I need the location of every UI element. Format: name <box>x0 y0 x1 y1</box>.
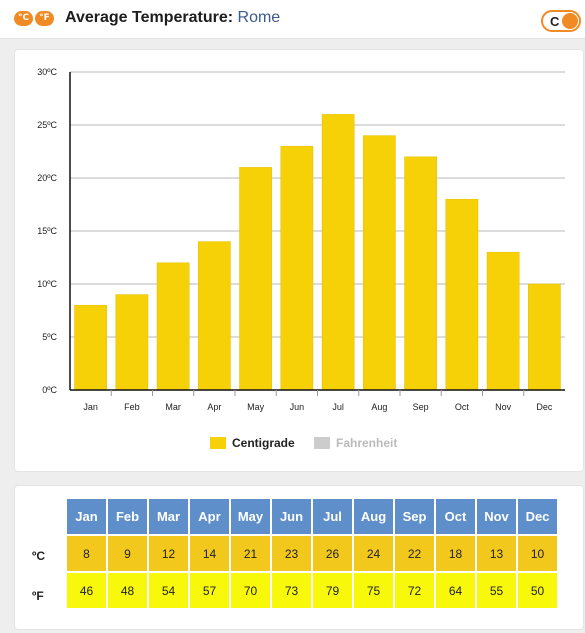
bar <box>404 156 437 391</box>
celsius-cell: 8 <box>67 536 106 571</box>
unit-toggle[interactable]: C <box>541 10 581 32</box>
month-header: Mar <box>149 499 188 534</box>
y-tick-label: 20ºC <box>37 173 57 183</box>
fahrenheit-cell: 55 <box>477 573 516 608</box>
temperature-bar-chart: 0ºC 5ºC 10ºC 15ºC 20ºC 25ºC 30ºC Jan Feb Mar Apr Ma… <box>37 67 565 412</box>
legend-swatch-centigrade <box>210 437 226 449</box>
title-label: Average Temperature: <box>65 9 234 26</box>
bar <box>486 251 520 391</box>
fahrenheit-cell: 50 <box>518 573 557 608</box>
month-header: Jan <box>67 499 106 534</box>
chart-panel: 0ºC 5ºC 10ºC 15ºC 20ºC 25ºC 30ºC Jan Feb Mar Apr Ma… <box>14 49 584 472</box>
bar <box>198 241 231 391</box>
x-tick-label: Sep <box>413 402 429 412</box>
x-tick-label: Jul <box>332 402 344 412</box>
x-tick-label: Aug <box>371 402 387 412</box>
x-tick-label: Jan <box>83 402 98 412</box>
celsius-cell: 26 <box>313 536 352 571</box>
celsius-cell: 22 <box>395 536 434 571</box>
fahrenheit-cell: 57 <box>190 573 229 608</box>
celsius-cell: 14 <box>190 536 229 571</box>
fahrenheit-cell: 46 <box>67 573 106 608</box>
month-header: Aug <box>354 499 393 534</box>
celsius-cell: 13 <box>477 536 516 571</box>
toggle-knob <box>562 13 578 29</box>
fahrenheit-cell: 70 <box>231 573 270 608</box>
fahrenheit-cell: 48 <box>108 573 147 608</box>
month-header: Jul <box>313 499 352 534</box>
bar <box>74 304 107 391</box>
month-header: Feb <box>108 499 147 534</box>
x-tick-label: Oct <box>455 402 470 412</box>
celsius-cell: 9 <box>108 536 147 571</box>
month-header: Oct <box>436 499 475 534</box>
y-tick-label: 25ºC <box>37 120 57 130</box>
legend-item-centigrade[interactable]: Centigrade <box>210 435 295 455</box>
y-tick-label: 15ºC <box>37 226 57 236</box>
fahrenheit-cell: 54 <box>149 573 188 608</box>
celsius-cell: 23 <box>272 536 311 571</box>
bar <box>239 167 272 391</box>
legend-label-centigrade: Centigrade <box>232 436 295 450</box>
month-header-row: Jan Feb Mar Apr May Jun Jul Aug Sep Oct … <box>67 499 557 534</box>
celsius-cell: 18 <box>436 536 475 571</box>
month-header: Sep <box>395 499 434 534</box>
celsius-cell: 10 <box>518 536 557 571</box>
legend-swatch-fahrenheit <box>314 437 330 449</box>
bar <box>363 135 396 391</box>
bar <box>156 262 190 391</box>
x-tick-label: Feb <box>124 402 140 412</box>
x-tick-label: May <box>247 402 265 412</box>
fahrenheit-row-label: ºF <box>32 589 44 603</box>
x-tick-label: Nov <box>495 402 512 412</box>
y-tick-label: 0ºC <box>42 385 57 395</box>
month-header: May <box>231 499 270 534</box>
y-tick-label: 5ºC <box>42 332 57 342</box>
chart-legend: Centigrade Fahrenheit <box>15 435 585 455</box>
fahrenheit-cell: 73 <box>272 573 311 608</box>
bar <box>321 114 355 391</box>
temperature-table: Jan Feb Mar Apr May Jun Jul Aug Sep Oct … <box>65 497 559 610</box>
fahrenheit-row: 46 48 54 57 70 73 79 75 72 64 55 50 <box>67 573 557 608</box>
city-name: Rome <box>237 9 281 26</box>
y-tick-label: 30ºC <box>37 67 57 77</box>
fahrenheit-badge-icon[interactable]: °F <box>35 11 54 26</box>
fahrenheit-cell: 72 <box>395 573 434 608</box>
celsius-badge-icon[interactable]: °C <box>14 11 33 26</box>
month-header: Dec <box>518 499 557 534</box>
legend-label-fahrenheit: Fahrenheit <box>336 436 398 450</box>
bar <box>280 145 314 391</box>
toggle-label: C <box>550 14 560 29</box>
y-tick-label: 10ºC <box>37 279 57 289</box>
x-tick-label: Apr <box>207 402 221 412</box>
celsius-row: 8 9 12 14 21 23 26 24 22 18 13 10 <box>67 536 557 571</box>
celsius-cell: 12 <box>149 536 188 571</box>
bar <box>115 294 149 391</box>
bar <box>445 198 479 391</box>
month-header: Jun <box>272 499 311 534</box>
fahrenheit-cell: 75 <box>354 573 393 608</box>
month-header: Nov <box>477 499 516 534</box>
celsius-row-label: ºC <box>32 549 46 563</box>
bar <box>528 283 561 391</box>
x-tick-label: Mar <box>165 402 181 412</box>
fahrenheit-cell: 64 <box>436 573 475 608</box>
month-header: Apr <box>190 499 229 534</box>
temperature-table-panel: ºC ºF Jan Feb Mar Apr May Jun Jul Aug Se… <box>14 485 584 630</box>
page-title: Average Temperature: Rome <box>65 9 280 27</box>
x-tick-label: Jun <box>290 402 305 412</box>
legend-item-fahrenheit[interactable]: Fahrenheit <box>314 435 397 455</box>
celsius-cell: 24 <box>354 536 393 571</box>
fahrenheit-cell: 79 <box>313 573 352 608</box>
header-bar: °C °F Average Temperature: Rome C <box>0 0 585 39</box>
x-tick-label: Dec <box>536 402 553 412</box>
celsius-cell: 21 <box>231 536 270 571</box>
